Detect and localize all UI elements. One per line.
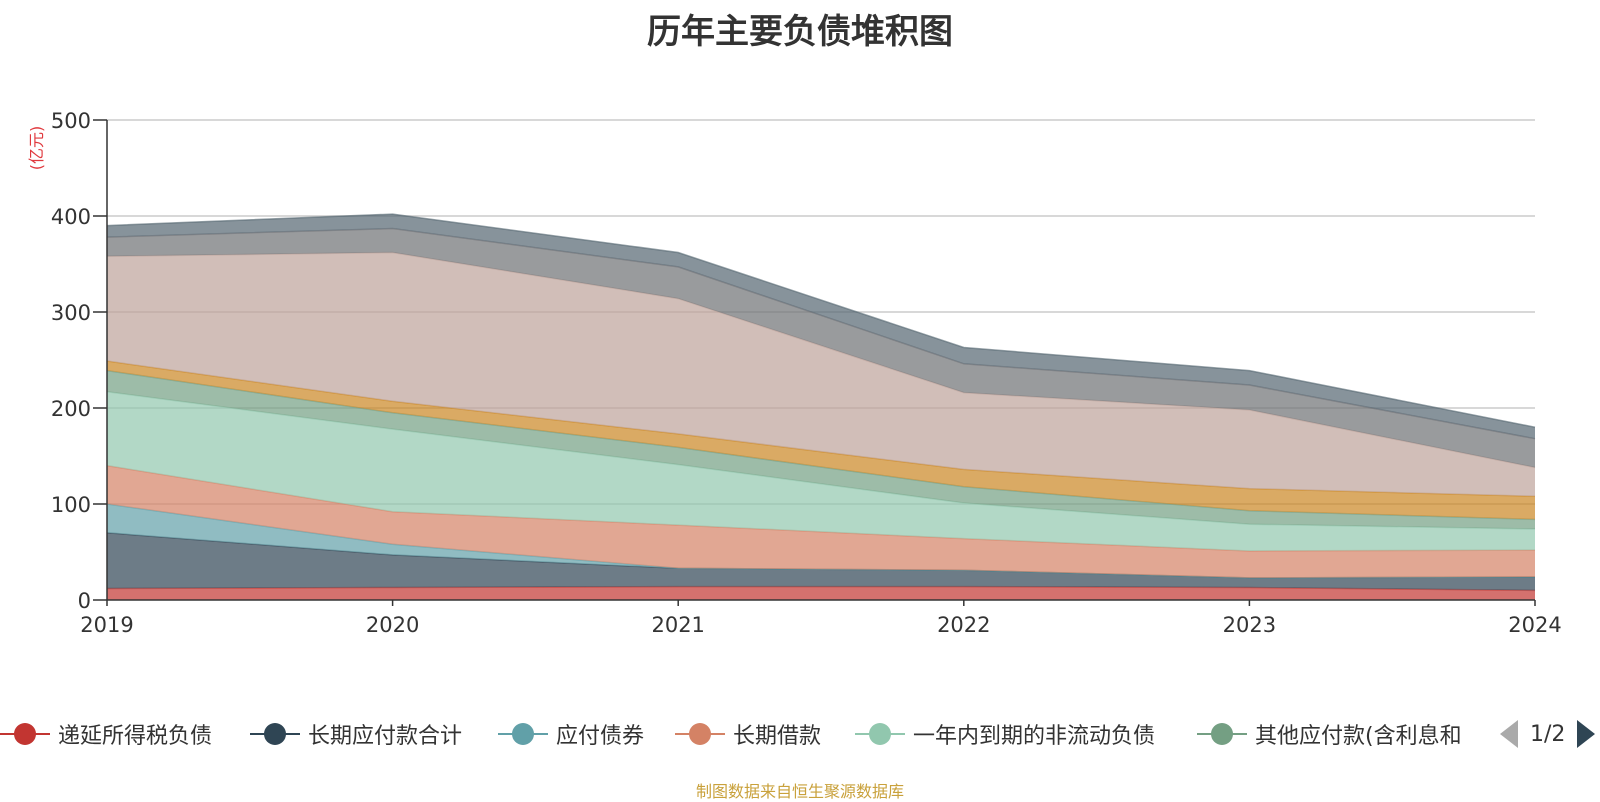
y-tick-label: 100	[51, 493, 91, 517]
legend-item[interactable]: 长期应付款合计	[250, 714, 462, 754]
x-tick-label: 2020	[366, 613, 419, 637]
x-tick-label: 2021	[651, 613, 704, 637]
legend: 递延所得税负债 长期应付款合计 应付债券 长期借款 一年内到期的非流动负债 其他应付款(含…	[0, 714, 1600, 754]
y-tick-label: 0	[78, 589, 91, 613]
legend-marker-icon	[498, 720, 548, 748]
x-tick-label: 2024	[1508, 613, 1561, 637]
legend-marker-icon	[250, 720, 300, 748]
legend-label: 长期应付款合计	[308, 724, 463, 749]
area-series-4	[107, 391, 1535, 551]
legend-marker-icon	[0, 720, 50, 748]
legend-item[interactable]: 其他应付款(含利息和	[1197, 714, 1462, 754]
y-tick-label: 400	[51, 205, 91, 229]
legend-label: 应付债券	[556, 724, 645, 749]
legend-label: 递延所得税负债	[58, 724, 213, 749]
y-tick-label: 200	[51, 397, 91, 421]
area-series-3	[107, 465, 1535, 578]
source-note: 制图数据来自恒生聚源数据库	[695, 782, 904, 801]
legend-item[interactable]: 递延所得税负债	[0, 714, 212, 754]
area-series-edge-9	[106, 213, 1536, 428]
axis-layer	[93, 119, 1536, 606]
legend-page-indicator: 1/2	[1530, 721, 1566, 747]
area-series-8	[107, 228, 1535, 468]
legend-marker-icon	[675, 720, 725, 748]
x-tick-label: 2022	[937, 613, 990, 637]
y-axis-unit-label: (亿元)	[27, 126, 46, 171]
legend-pager: 1/2	[1500, 714, 1596, 754]
label-layer: 0 100 200 300 400 500 2019 2020 2021 2022 2023 2024…	[27, 109, 1562, 637]
legend-label: 一年内到期的非流动负债	[913, 724, 1156, 749]
legend-item[interactable]: 一年内到期的非流动负债	[855, 714, 1155, 754]
legend-next-page-icon[interactable]	[1577, 720, 1596, 748]
legend-label: 长期借款	[733, 724, 822, 749]
legend-item[interactable]: 应付债券	[498, 714, 644, 754]
legend-marker-icon	[855, 720, 905, 748]
x-tick-label: 2023	[1223, 613, 1276, 637]
chart-title: 历年主要负债堆积图	[647, 12, 953, 52]
area-series-0	[107, 586, 1535, 600]
area-series-7	[107, 252, 1535, 497]
x-tick-label: 2019	[80, 613, 133, 637]
y-tick-label: 500	[51, 109, 91, 133]
legend-item[interactable]: 长期借款	[675, 714, 821, 754]
area-series-6	[107, 361, 1535, 520]
chart-canvas: 0 100 200 300 400 500 2019 2020 2021 2022 2023 2024…	[27, 109, 1562, 637]
legend-label: 其他应付款(含利息和	[1255, 724, 1462, 749]
legend-prev-page-icon[interactable]	[1500, 720, 1518, 748]
legend-marker-icon	[1197, 720, 1247, 748]
area-layer	[106, 213, 1536, 600]
y-tick-label: 300	[51, 301, 91, 325]
